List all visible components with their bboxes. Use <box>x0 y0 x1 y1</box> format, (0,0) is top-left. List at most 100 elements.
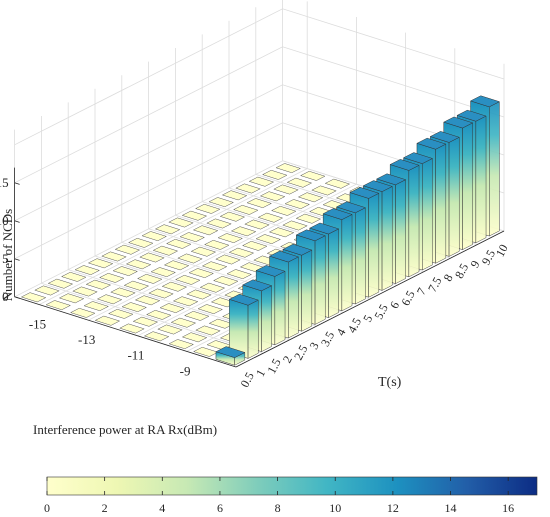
z-tick-label: 10 <box>0 213 9 228</box>
colorbar-tick-label: 2 <box>102 501 108 515</box>
floor-tile <box>208 197 235 208</box>
floor-tile <box>201 261 228 272</box>
y-tick-label: 6 <box>387 299 402 311</box>
x-tick-label: -9 <box>180 363 191 378</box>
chart-bars <box>215 95 501 366</box>
bar-top-face <box>215 346 246 358</box>
bar-top-face <box>282 243 313 256</box>
y-tick-label: 9 <box>467 258 482 270</box>
floor-tile <box>241 240 268 251</box>
bar-top-face <box>469 95 501 108</box>
floor-tile <box>186 289 212 300</box>
floor-tile <box>181 210 208 221</box>
bar-side-face <box>422 158 433 271</box>
x-tick-label: -15 <box>29 317 46 332</box>
floor-tile <box>98 272 125 283</box>
floor-tile <box>295 213 322 224</box>
y-tick-label: 8.5 <box>452 261 471 281</box>
y-tick-label: 7.5 <box>425 275 444 295</box>
floor-tile <box>72 286 98 297</box>
floor-tile <box>219 211 246 222</box>
z-tick-label: 5 <box>2 251 9 266</box>
floor-tile <box>194 203 221 214</box>
floor-tile <box>110 287 136 298</box>
bar-top-face <box>322 208 353 220</box>
floor-tile <box>34 285 60 296</box>
bar-side-face <box>395 179 406 285</box>
floor-tile <box>232 204 259 215</box>
bar-side-face <box>261 285 272 353</box>
floor-tile <box>172 296 199 307</box>
floor-tile <box>119 323 145 334</box>
bar-side-face <box>435 143 447 264</box>
z-tick <box>14 220 20 223</box>
bar <box>215 346 246 366</box>
z-tick <box>14 258 20 261</box>
z-axis-label: Number of NCDs <box>0 209 15 301</box>
x-tick-label: -13 <box>78 332 95 347</box>
floor-tile <box>125 259 152 270</box>
y-tick-label: 1.5 <box>264 356 283 376</box>
floor-tile <box>127 237 154 248</box>
bar-side-face <box>408 164 420 278</box>
y-tick-label: 2.5 <box>291 343 310 363</box>
floor-tile <box>177 253 203 264</box>
floor-tile <box>60 271 87 282</box>
grid-line <box>39 168 308 305</box>
y-tick-label: 6.5 <box>398 288 417 308</box>
y-tick-label: 0.5 <box>237 370 256 390</box>
floor-tile <box>112 266 139 277</box>
bar-top-face <box>429 131 460 143</box>
floor-tile <box>121 302 148 313</box>
y-tick-label: 3 <box>307 340 322 352</box>
y-tick-label: 1 <box>253 367 268 379</box>
floor-tile <box>47 278 74 289</box>
colorbar-tick-label: 14 <box>445 501 457 515</box>
floor-tile <box>174 274 201 285</box>
floor-tile <box>179 232 206 243</box>
bar-side-face <box>328 228 339 319</box>
colorbar-tick-label: 12 <box>387 501 399 515</box>
bar-side-face <box>381 186 393 291</box>
bar-top-face <box>335 201 367 214</box>
bar-side-face <box>355 207 366 305</box>
floor-tile <box>168 339 195 350</box>
floor-tile <box>161 281 188 292</box>
grid-line <box>14 84 505 222</box>
floor-tile <box>192 225 219 236</box>
floor-tile <box>215 254 241 265</box>
floor-tile <box>134 295 161 306</box>
floor-tile <box>114 244 141 255</box>
z-tick-label: 0 <box>2 289 9 304</box>
floor-tile <box>143 331 170 342</box>
floor-tile <box>275 163 302 174</box>
floor-tile <box>168 217 194 228</box>
y-tick-label: 7 <box>414 285 429 297</box>
y-tick-label: 10 <box>493 242 511 259</box>
floor-tile <box>87 258 114 269</box>
floor-tile <box>203 239 230 250</box>
colorbar-fill <box>46 476 538 496</box>
x-axis-line <box>14 296 237 368</box>
floor-tile <box>311 185 337 196</box>
floor-tile <box>188 268 215 279</box>
z-tick <box>14 182 20 185</box>
x-tick-label: -11 <box>127 348 144 363</box>
bar-side-face <box>489 101 500 237</box>
floor-tile <box>228 247 255 258</box>
floor-tile <box>268 227 295 238</box>
floor-tile <box>248 176 275 187</box>
x-axis-label: Interference power at RA Rx(dBm) <box>33 422 217 437</box>
floor-tile <box>235 183 261 194</box>
floor-tile <box>286 177 313 188</box>
floor-tile <box>195 325 221 336</box>
floor-tile <box>45 300 72 311</box>
y-tick-label: 4.5 <box>345 315 364 335</box>
floor-tile <box>139 252 165 263</box>
floor-tile <box>152 245 179 256</box>
floor-tile <box>226 269 253 280</box>
floor-tile <box>74 265 101 276</box>
bar-side-face <box>301 249 313 332</box>
y-tick-label: 2 <box>280 353 295 365</box>
